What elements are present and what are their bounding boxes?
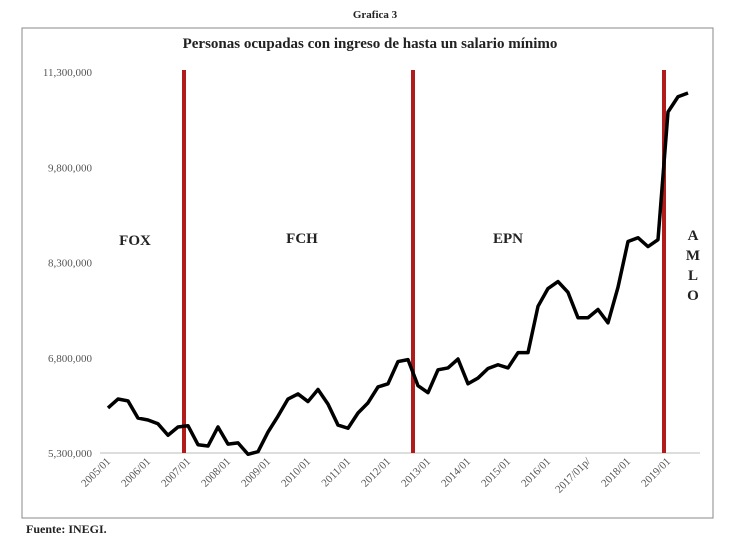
period-label: FCH [286,231,318,247]
y-tick-label: 5,300,000 [48,448,93,460]
x-tick-label: 2012/01 [359,456,393,490]
period-label: FOX [119,233,151,249]
x-tick-label: 2008/01 [199,456,233,490]
chart-frame [21,27,714,519]
x-tick-label: 2010/01 [279,456,313,490]
period-label: AMLO [685,228,701,308]
x-tick-label: 2013/01 [399,456,433,490]
y-tick-label: 9,800,000 [48,162,93,174]
x-tick-label: 2009/01 [239,456,273,490]
x-tick-label: 2006/01 [119,456,153,490]
figure-label: Grafica 3 [353,9,398,21]
y-tick-label: 8,300,000 [48,258,93,270]
x-tick-label: 2014/01 [439,456,473,490]
x-tick-label: 2016/01 [519,456,553,490]
y-tick-label: 11,300,000 [43,67,93,79]
x-tick-label: 2019/01 [639,456,673,490]
source: Fuente: INEGI. [26,522,107,536]
chart-title: Personas ocupadas con ingreso de hasta u… [183,36,558,52]
x-tick-label: 2017/01p/ [553,455,594,496]
data-line [106,91,689,457]
x-tick-label: 2011/01 [319,456,353,490]
x-tick-label: 2015/01 [479,456,513,490]
period-label: EPN [493,231,523,247]
x-tick-label: 2005/01 [79,456,113,490]
x-tick-label: 2007/01 [159,456,193,490]
x-tick-label: 2018/01 [599,456,633,490]
y-tick-label: 6,800,000 [48,353,93,365]
